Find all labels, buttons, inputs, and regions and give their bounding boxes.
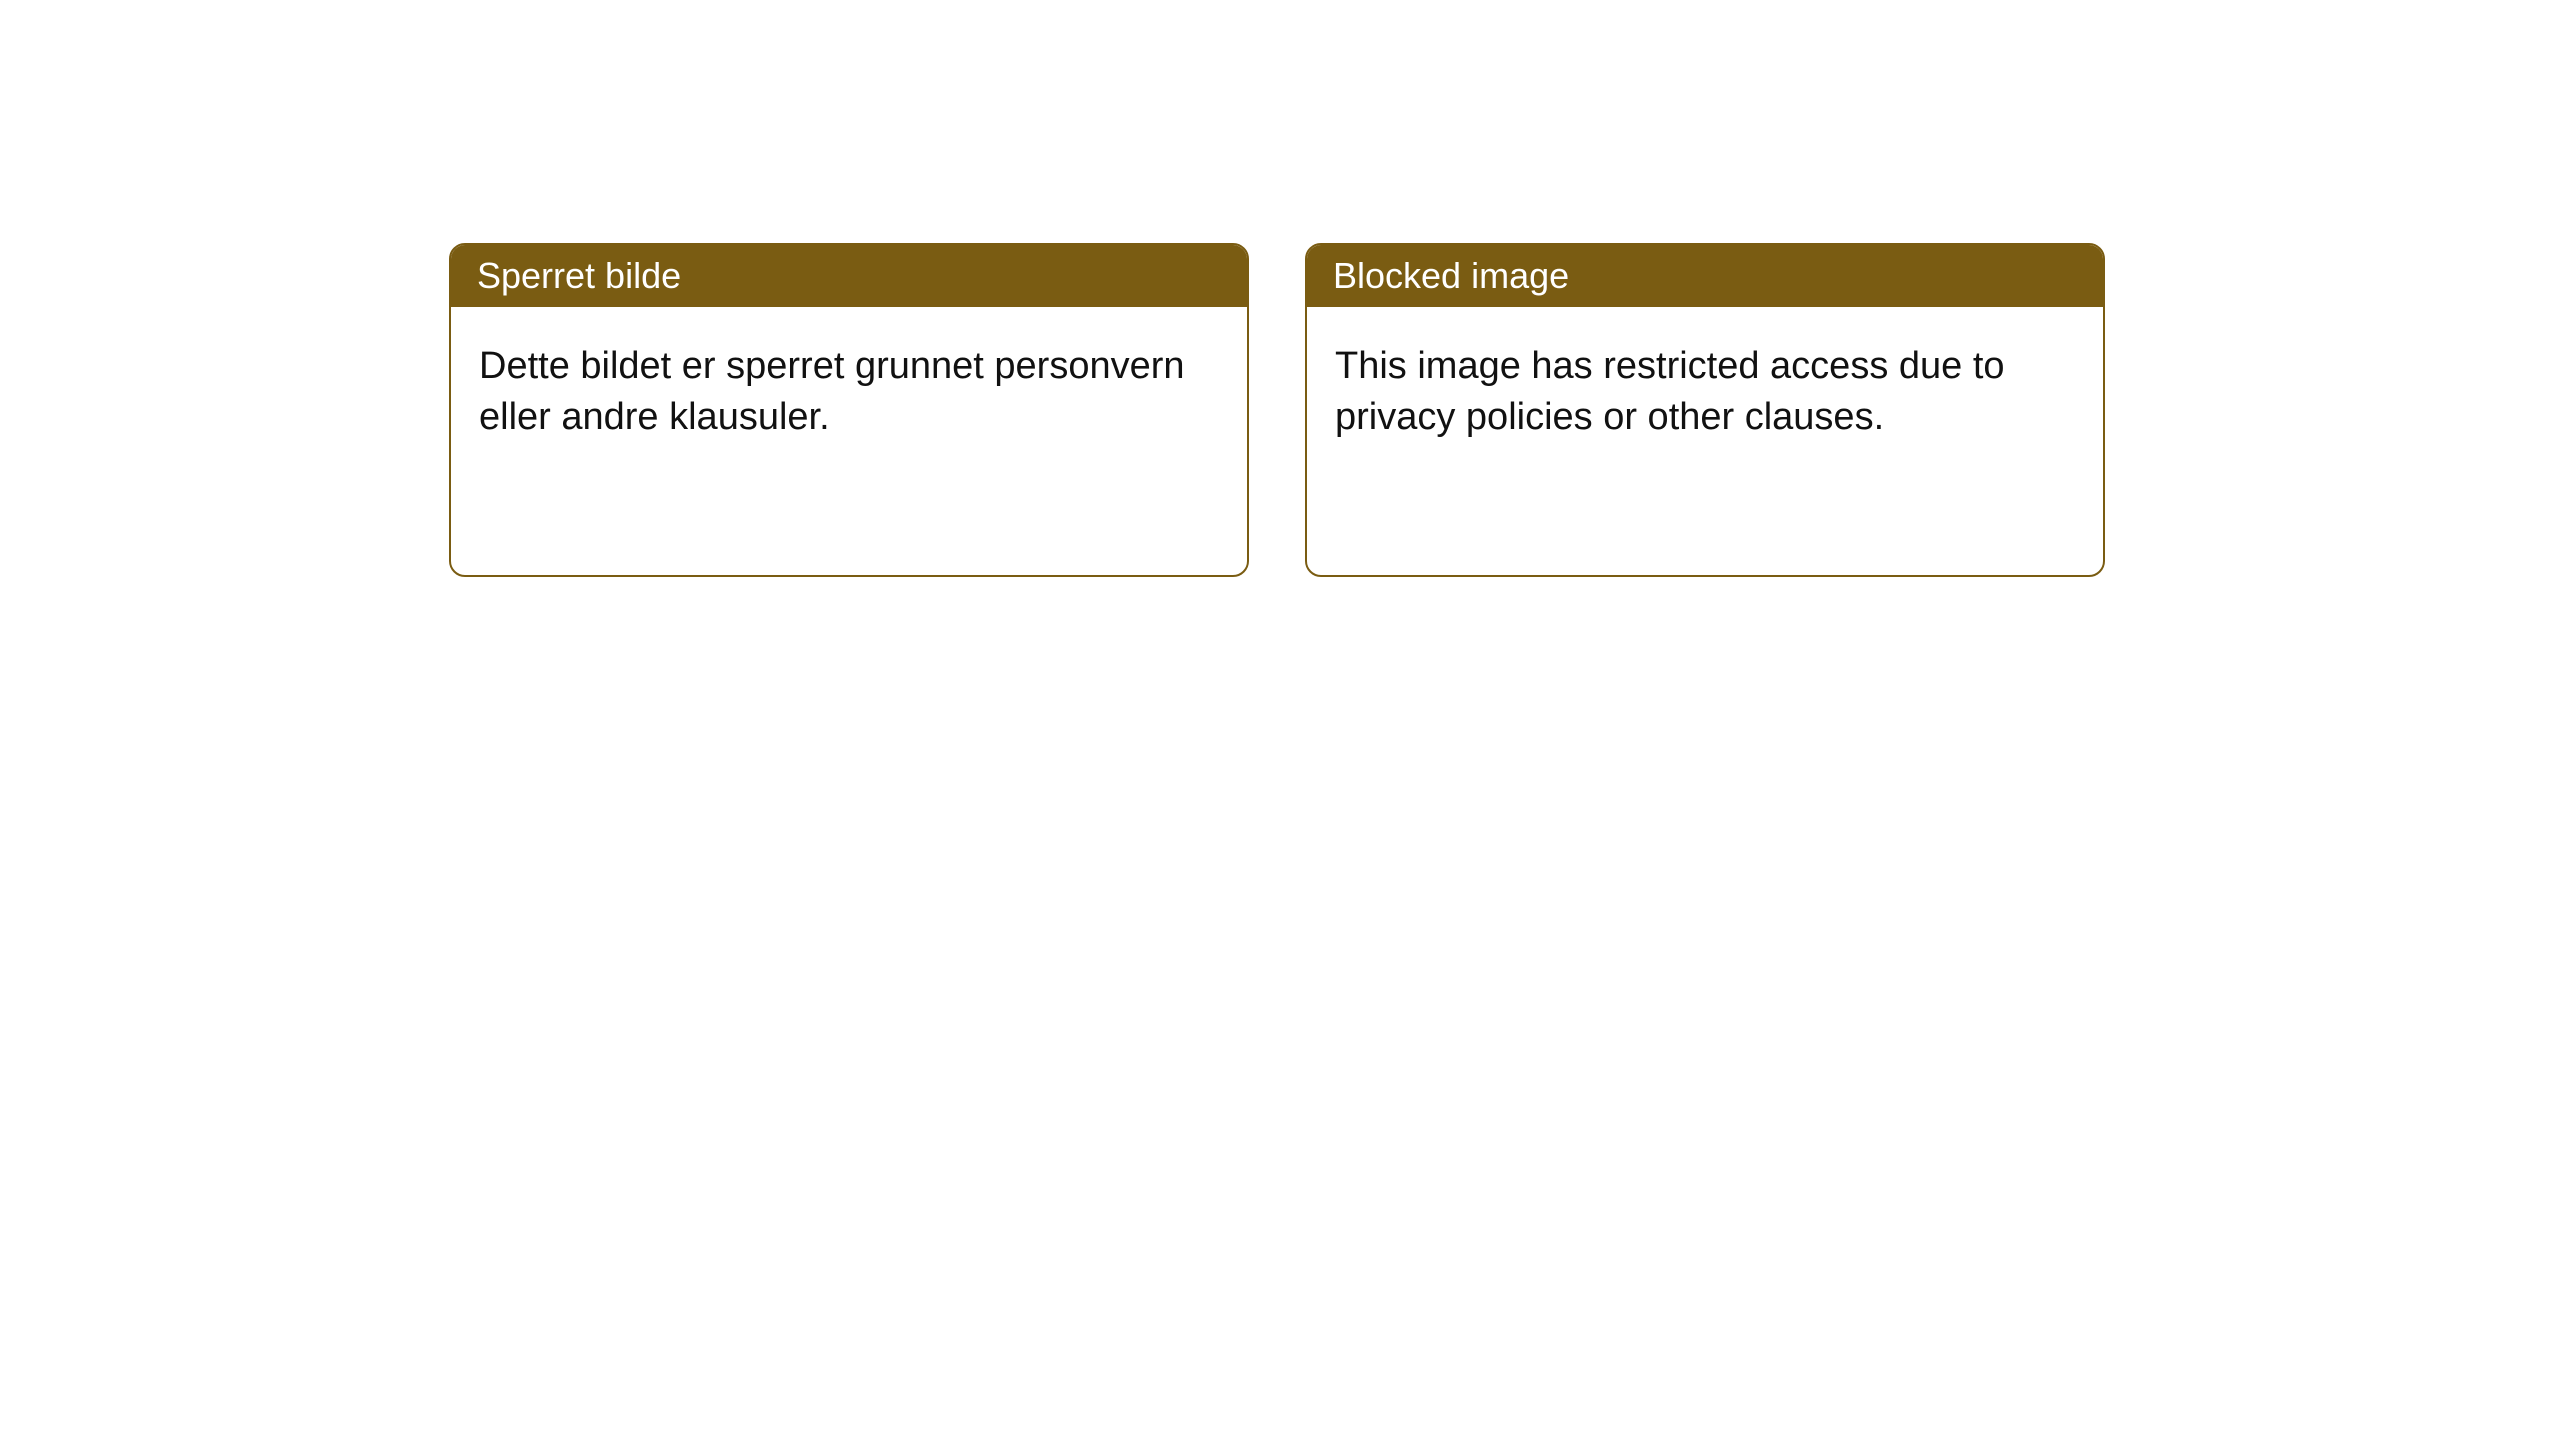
notice-card-english: Blocked image This image has restricted …	[1305, 243, 2105, 577]
notice-body-english: This image has restricted access due to …	[1307, 307, 2103, 478]
notice-title-english: Blocked image	[1307, 245, 2103, 307]
notice-body-norwegian: Dette bildet er sperret grunnet personve…	[451, 307, 1247, 478]
notice-card-norwegian: Sperret bilde Dette bildet er sperret gr…	[449, 243, 1249, 577]
notice-title-norwegian: Sperret bilde	[451, 245, 1247, 307]
notice-container: Sperret bilde Dette bildet er sperret gr…	[449, 243, 2105, 577]
